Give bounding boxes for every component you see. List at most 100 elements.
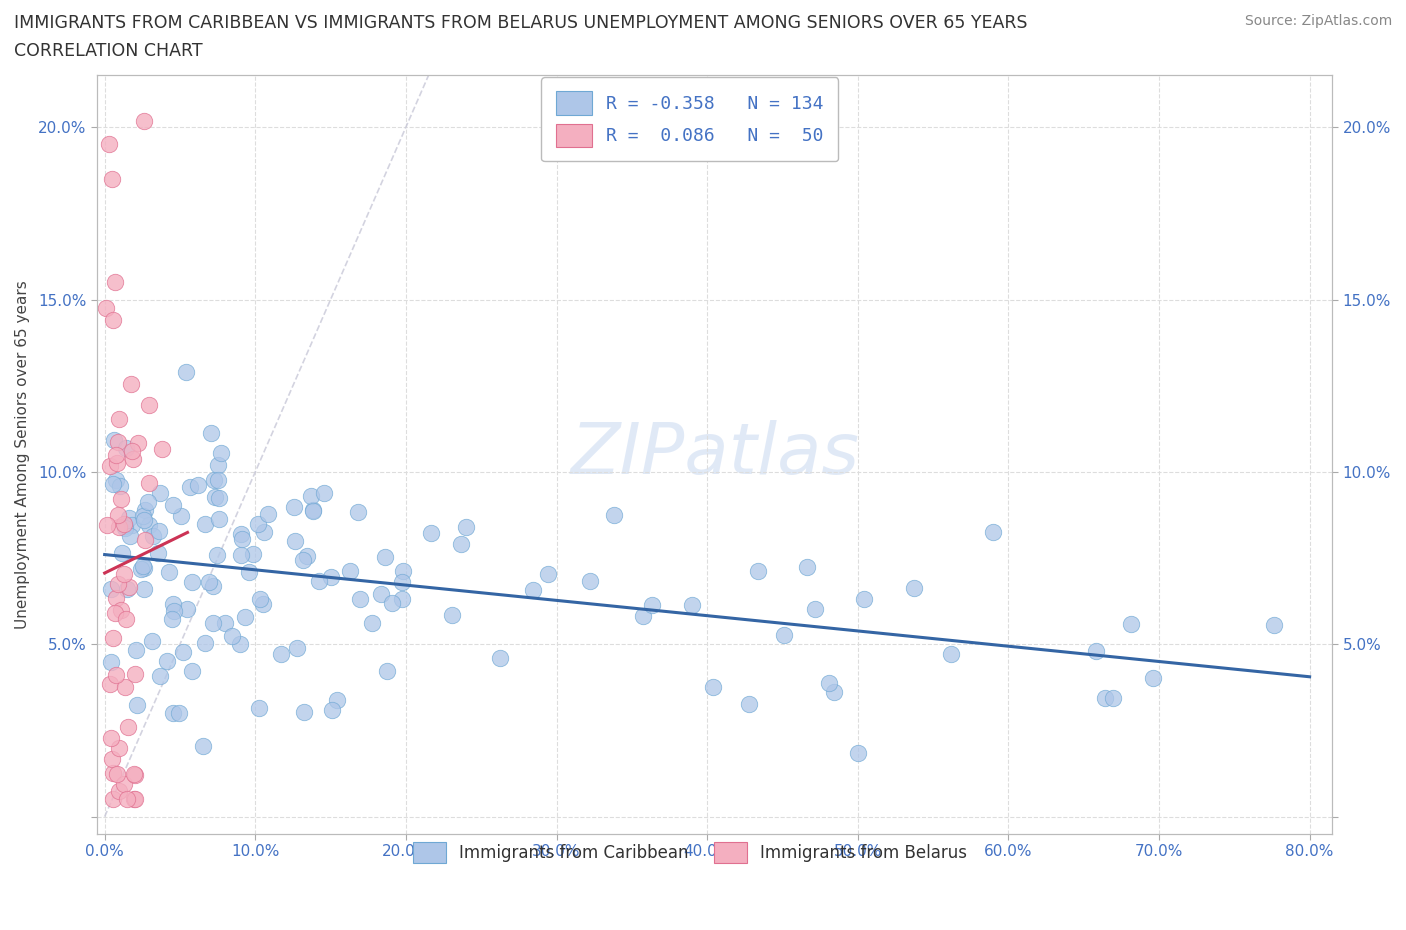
Point (104, 668, 127, 683)
Point (292, 553, 315, 568)
Point (149, 485, 172, 500)
Point (160, 611, 183, 626)
Point (233, 610, 256, 625)
Point (114, 521, 136, 536)
Point (112, 777, 135, 791)
Point (162, 596, 184, 611)
Point (773, 628, 796, 643)
Point (983, 525, 1005, 539)
Point (221, 629, 243, 644)
Point (391, 592, 413, 607)
Point (257, 507, 280, 522)
Point (101, 631, 124, 645)
Point (247, 516, 270, 531)
Point (803, 602, 825, 617)
Point (101, 477, 124, 492)
Point (101, 312, 124, 327)
Point (299, 489, 322, 504)
Point (100, 581, 122, 596)
Point (124, 666, 146, 681)
Point (818, 676, 841, 691)
Point (249, 591, 271, 606)
Point (104, 472, 127, 487)
Text: IMMIGRANTS FROM CARIBBEAN VS IMMIGRANTS FROM BELARUS UNEMPLOYMENT AMONG SENIORS : IMMIGRANTS FROM CARIBBEAN VS IMMIGRANTS … (14, 14, 1028, 32)
Point (134, 114, 156, 129)
Point (103, 432, 125, 447)
Point (181, 664, 204, 679)
Point (1094, 691, 1116, 706)
Point (110, 479, 132, 494)
Point (125, 643, 148, 658)
Point (170, 509, 193, 524)
Point (302, 502, 325, 517)
Point (117, 719, 139, 734)
Point (149, 669, 172, 684)
Point (208, 512, 231, 526)
Point (100, 730, 122, 745)
Point (846, 746, 869, 761)
Point (105, 447, 128, 462)
Point (100, 655, 122, 670)
Point (242, 547, 264, 562)
Point (202, 472, 225, 487)
Point (127, 436, 149, 451)
Point (114, 679, 136, 694)
Point (148, 524, 170, 538)
Point (150, 442, 173, 457)
Point (578, 573, 600, 588)
Point (391, 575, 413, 590)
Point (100, 751, 122, 766)
Point (101, 792, 124, 807)
Point (381, 596, 404, 611)
Point (104, 605, 127, 620)
Point (284, 533, 307, 548)
Point (104, 275, 127, 290)
Point (107, 577, 129, 591)
Point (214, 616, 236, 631)
Point (370, 587, 392, 602)
Point (247, 701, 270, 716)
Point (112, 566, 135, 581)
Point (939, 646, 962, 661)
Point (238, 565, 260, 579)
Point (1102, 691, 1125, 706)
Point (107, 508, 129, 523)
Point (202, 578, 225, 593)
Point (440, 608, 463, 623)
Point (122, 792, 145, 807)
Point (121, 517, 143, 532)
Point (174, 365, 197, 379)
Point (110, 492, 132, 507)
Point (98, 677, 121, 692)
Point (633, 609, 655, 624)
Point (132, 509, 155, 524)
Point (141, 633, 163, 648)
Point (162, 498, 184, 512)
Point (229, 548, 252, 563)
Point (339, 564, 361, 578)
Point (325, 692, 347, 707)
Point (134, 533, 156, 548)
Point (132, 582, 155, 597)
Point (115, 581, 138, 596)
Point (122, 766, 145, 781)
Point (162, 706, 184, 721)
Point (229, 527, 252, 542)
Point (132, 561, 155, 576)
Point (111, 545, 134, 560)
Point (489, 650, 512, 665)
Point (1119, 617, 1142, 631)
Point (349, 592, 371, 607)
Point (702, 680, 724, 695)
Point (207, 458, 229, 472)
Point (167, 705, 190, 720)
Point (194, 635, 217, 650)
Point (172, 644, 194, 659)
Point (283, 499, 305, 514)
Point (321, 703, 343, 718)
Point (374, 549, 396, 564)
Point (107, 434, 129, 449)
Point (134, 512, 156, 527)
Point (450, 537, 472, 551)
Point (138, 476, 160, 491)
